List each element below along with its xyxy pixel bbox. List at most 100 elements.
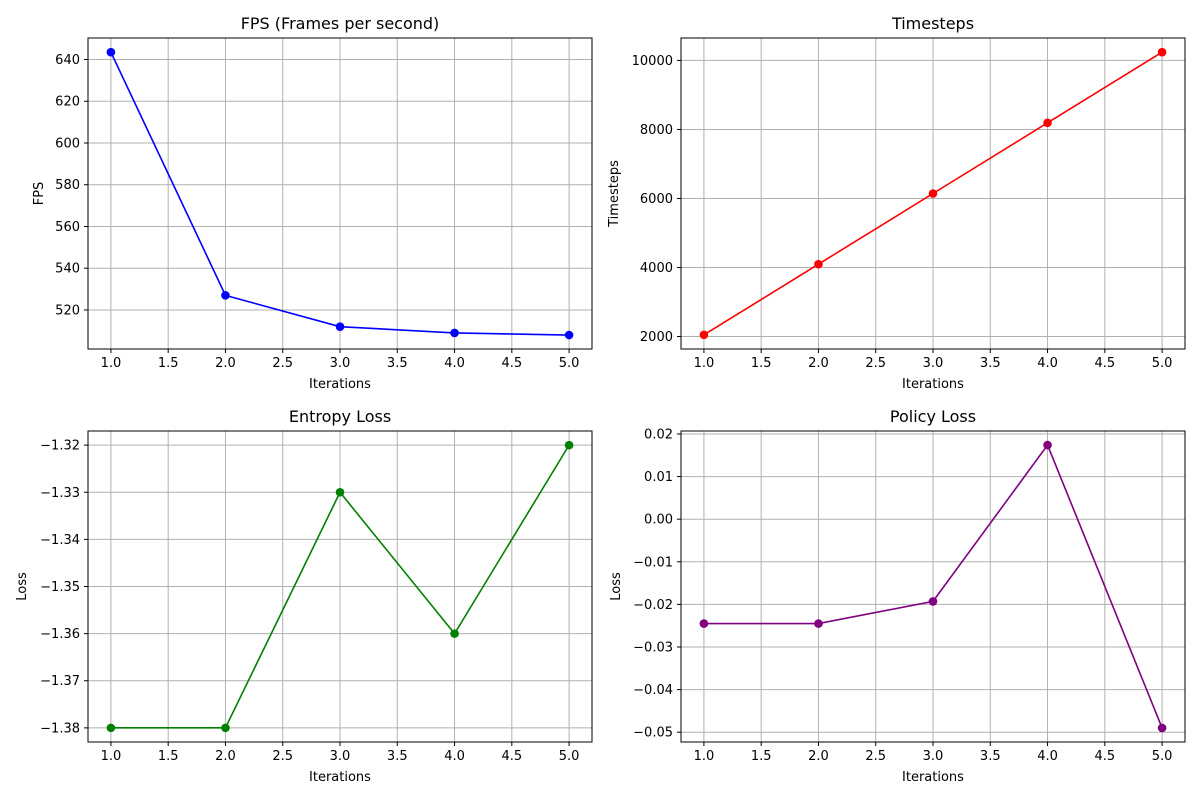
fps-x-tick-label: 2.5 — [272, 356, 293, 371]
timesteps-data-point — [699, 330, 709, 340]
timesteps-data-point — [1157, 47, 1167, 57]
entropy-loss-y-tick-label: −1.35 — [40, 580, 80, 595]
timesteps-x-tick-label: 2.5 — [865, 356, 886, 371]
policy-loss-x-tick-label: 1.5 — [751, 749, 772, 764]
entropy-loss-x-ticks: 1.0 1.5 2.0 2.5 3.0 3.5 4.0 4.5 5.0 — [101, 742, 580, 764]
policy-loss-y-tick-label: −0.02 — [633, 598, 673, 613]
policy-loss-data-point — [699, 619, 709, 628]
policy-loss-x-axis-label: Iterations — [902, 770, 964, 785]
policy-loss-data-point — [1157, 723, 1167, 733]
policy-loss-chart-title: Policy Loss — [890, 407, 976, 426]
fps-points — [106, 47, 574, 340]
timesteps-y-tick-label: 6000 — [640, 192, 673, 207]
policy-loss-y-tick-label: −0.01 — [633, 555, 673, 570]
timesteps-y-axis-label: Timesteps — [607, 160, 622, 228]
entropy-loss-y-axis-label: Loss — [15, 572, 30, 601]
timesteps-x-tick-label: 1.0 — [694, 356, 715, 371]
policy-loss-x-tick-label: 4.0 — [1037, 749, 1058, 764]
entropy-loss-x-tick-label: 5.0 — [559, 749, 580, 764]
timesteps-y-ticks: 2000 4000 6000 8000 10000 — [632, 54, 681, 345]
policy-loss-x-tick-label: 2.5 — [865, 749, 886, 764]
timesteps-grid — [681, 38, 1185, 349]
timesteps-data-point — [814, 259, 823, 269]
entropy-loss-y-tick-label: −1.34 — [40, 533, 80, 548]
entropy-loss-data-point — [450, 629, 459, 638]
timesteps-x-axis-label: Iterations — [902, 377, 964, 392]
timesteps-data-point — [1043, 118, 1052, 128]
fps-data-point — [564, 330, 574, 340]
timesteps-x-tick-label: 4.5 — [1094, 356, 1115, 371]
policy-loss-y-tick-label: 0.01 — [644, 470, 673, 485]
fps-x-tick-label: 5.0 — [559, 356, 580, 371]
entropy-loss-data-point — [106, 723, 116, 733]
policy-loss-data-point — [814, 619, 823, 628]
entropy-loss-grid — [88, 431, 592, 742]
entropy-loss-data-point — [221, 723, 230, 733]
fps-y-tick-label: 580 — [55, 178, 80, 193]
fps-data-point — [335, 322, 345, 331]
fps-x-tick-label: 4.5 — [501, 356, 522, 371]
fps-y-tick-label: 520 — [55, 303, 80, 318]
timesteps-x-tick-label: 3.5 — [980, 356, 1001, 371]
policy-loss-y-tick-label: −0.03 — [633, 640, 673, 655]
timesteps-y-tick-label: 2000 — [640, 330, 673, 345]
timesteps-x-tick-label: 2.0 — [808, 356, 829, 371]
entropy-loss-y-tick-label: −1.33 — [40, 486, 80, 501]
fps-y-tick-label: 600 — [55, 136, 80, 151]
fps-x-tick-label: 2.0 — [215, 356, 236, 371]
fps-y-tick-label: 620 — [55, 95, 80, 110]
timesteps-x-tick-label: 5.0 — [1152, 356, 1173, 371]
entropy-loss-x-tick-label: 3.0 — [330, 749, 351, 764]
policy-loss-y-axis-label: Loss — [609, 572, 624, 601]
entropy-loss-x-axis-label: Iterations — [309, 770, 371, 785]
timesteps-y-tick-label: 4000 — [640, 261, 673, 276]
policy-loss-x-tick-label: 3.0 — [923, 749, 944, 764]
fps-data-point — [221, 291, 230, 300]
fps-x-tick-label: 1.5 — [158, 356, 179, 371]
fps-x-ticks: 1.0 1.5 2.0 2.5 3.0 3.5 4.0 4.5 5.0 — [101, 349, 580, 371]
fps-y-tick-label: 640 — [55, 53, 80, 68]
entropy-loss-x-tick-label: 3.5 — [387, 749, 408, 764]
fps-chart: 1.0 1.5 2.0 2.5 3.0 3.5 4.0 4.5 5.0 520 540 560 580… — [32, 14, 593, 392]
fps-grid — [88, 38, 592, 349]
policy-loss-data-point — [1043, 440, 1052, 450]
policy-loss-x-tick-label: 5.0 — [1152, 749, 1173, 764]
policy-loss-y-tick-label: −0.05 — [633, 726, 673, 741]
timesteps-x-tick-label: 4.0 — [1037, 356, 1058, 371]
entropy-loss-y-ticks: −1.38 −1.37 −1.36 −1.35 −1.34 −1.33 −1.32 — [40, 439, 88, 736]
entropy-loss-x-tick-label: 2.5 — [272, 749, 293, 764]
entropy-loss-data-point — [335, 487, 345, 497]
policy-loss-points — [699, 440, 1167, 733]
timesteps-y-tick-label: 8000 — [640, 123, 673, 138]
fps-x-tick-label: 1.0 — [101, 356, 122, 371]
timesteps-chart: 1.0 1.5 2.0 2.5 3.0 3.5 4.0 4.5 5.0 2000 4000 6000… — [607, 14, 1186, 392]
policy-loss-y-ticks: −0.05 −0.04 −0.03 −0.02 −0.01 0.00 0.01 0.02 — [633, 427, 681, 741]
entropy-loss-data-point — [564, 440, 574, 450]
fps-x-tick-label: 3.5 — [387, 356, 408, 371]
timesteps-x-tick-label: 3.0 — [923, 356, 944, 371]
timesteps-data-point — [928, 189, 938, 198]
entropy-loss-points — [106, 440, 574, 733]
fps-x-tick-label: 3.0 — [330, 356, 351, 371]
entropy-loss-y-tick-label: −1.38 — [40, 721, 80, 736]
fps-data-point — [450, 328, 459, 338]
timesteps-x-ticks: 1.0 1.5 2.0 2.5 3.0 3.5 4.0 4.5 5.0 — [694, 349, 1173, 371]
timesteps-points — [699, 47, 1167, 340]
fps-y-ticks: 520 540 560 580 600 620 640 — [55, 53, 88, 318]
entropy-loss-x-tick-label: 4.5 — [501, 749, 522, 764]
policy-loss-x-tick-label: 1.0 — [694, 749, 715, 764]
policy-loss-x-ticks: 1.0 1.5 2.0 2.5 3.0 3.5 4.0 4.5 5.0 — [694, 742, 1173, 764]
fps-y-tick-label: 540 — [55, 262, 80, 277]
entropy-loss-chart-title: Entropy Loss — [289, 407, 391, 426]
timesteps-x-tick-label: 1.5 — [751, 356, 772, 371]
entropy-loss-x-tick-label: 2.0 — [215, 749, 236, 764]
fps-x-axis-label: Iterations — [309, 377, 371, 392]
entropy-loss-y-tick-label: −1.37 — [40, 674, 80, 689]
policy-loss-y-tick-label: 0.02 — [644, 427, 673, 442]
policy-loss-y-tick-label: −0.04 — [633, 683, 673, 698]
fps-y-axis-label: FPS — [32, 182, 47, 206]
policy-loss-x-tick-label: 2.0 — [808, 749, 829, 764]
policy-loss-data-point — [928, 597, 938, 606]
entropy-loss-y-tick-label: −1.36 — [40, 627, 80, 642]
